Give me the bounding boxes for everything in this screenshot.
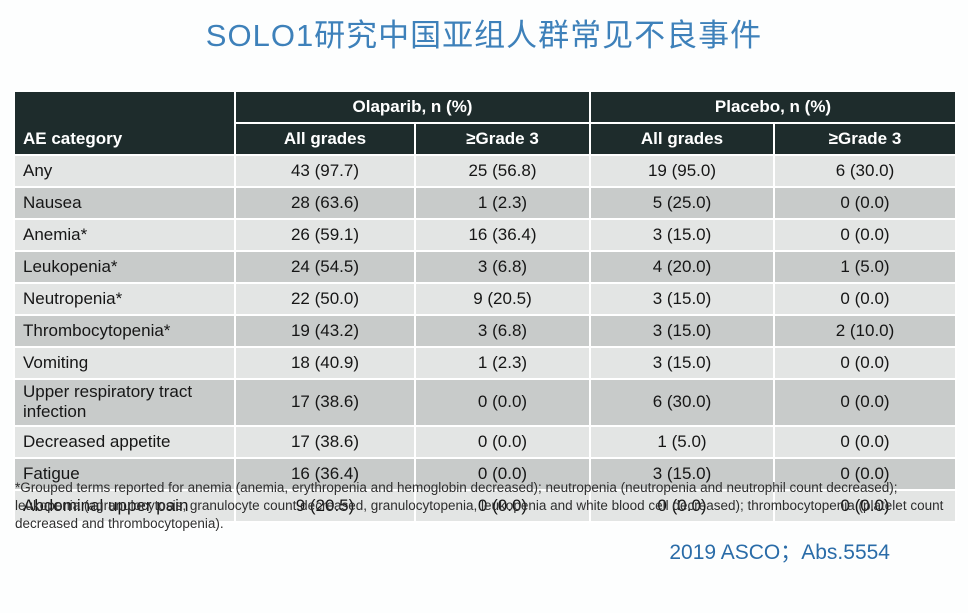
cell-value: 6 (30.0) xyxy=(589,378,775,427)
table-row: Leukopenia* 24 (54.5) 3 (6.8) 4 (20.0) 1… xyxy=(13,250,957,284)
cell-value: 2 (10.0) xyxy=(773,314,957,348)
table-row: Decreased appetite 17 (38.6) 0 (0.0) 1 (… xyxy=(13,424,957,459)
cell-value: 0 (0.0) xyxy=(773,378,957,427)
table-row: Abdominal upper pain 9 (20.5) 0 (0.0) 0 … xyxy=(13,488,957,523)
source-citation: 2019 ASCO；Abs.5554 xyxy=(669,541,890,564)
cell-value: 19 (43.2) xyxy=(234,314,416,348)
cell-value: 19 (95.0) xyxy=(589,154,775,188)
table-row: Fatigue 16 (36.4) 0 (0.0) 3 (15.0) 0 (0.… xyxy=(13,456,957,491)
cell-value: 0 (0.0) xyxy=(773,456,957,491)
cell-value: 6 (30.0) xyxy=(773,154,957,188)
cell-value: 0 (0.0) xyxy=(773,282,957,316)
cell-value: 1 (2.3) xyxy=(414,346,591,380)
cell-value: 1 (5.0) xyxy=(589,424,775,459)
cell-value: 9 (20.5) xyxy=(234,488,416,523)
footnote: *Grouped terms reported for anemia (anem… xyxy=(15,480,944,531)
cell-value: 3 (6.8) xyxy=(414,250,591,284)
table-row: Upper respiratory tract infection 17 (38… xyxy=(13,378,957,427)
cell-value: 17 (38.6) xyxy=(234,424,416,459)
row-category: Upper respiratory tract infection xyxy=(13,378,236,427)
header-group-placebo: Placebo, n (%) xyxy=(589,90,957,124)
row-category: Any xyxy=(13,154,236,188)
cell-value: 24 (54.5) xyxy=(234,250,416,284)
cell-value: 16 (36.4) xyxy=(414,218,591,252)
cell-value: 28 (63.6) xyxy=(234,186,416,220)
cell-value: 26 (59.1) xyxy=(234,218,416,252)
cell-value: 0 (0.0) xyxy=(773,218,957,252)
row-category: Anemia* xyxy=(13,218,236,252)
cell-value: 0 (0.0) xyxy=(589,488,775,523)
cell-value: 3 (15.0) xyxy=(589,456,775,491)
table-row: Anemia* 26 (59.1) 16 (36.4) 3 (15.0) 0 (… xyxy=(13,218,957,252)
cell-value: 3 (15.0) xyxy=(589,218,775,252)
cell-value: 0 (0.0) xyxy=(414,456,591,491)
row-category: Abdominal upper pain xyxy=(13,488,236,523)
cell-value: 43 (97.7) xyxy=(234,154,416,188)
cell-value: 16 (36.4) xyxy=(234,456,416,491)
table-header: AE category Olaparib, n (%) Placebo, n (… xyxy=(13,90,957,156)
row-category: Nausea xyxy=(13,186,236,220)
header-olaparib-grade3: ≥Grade 3 xyxy=(414,122,591,156)
cell-value: 4 (20.0) xyxy=(589,250,775,284)
row-category: Fatigue xyxy=(13,456,236,491)
adverse-events-table: AE category Olaparib, n (%) Placebo, n (… xyxy=(13,90,957,523)
header-placebo-grade3: ≥Grade 3 xyxy=(773,122,957,156)
table-row: Neutropenia* 22 (50.0) 9 (20.5) 3 (15.0)… xyxy=(13,282,957,316)
cell-value: 17 (38.6) xyxy=(234,378,416,427)
cell-value: 0 (0.0) xyxy=(414,488,591,523)
table-row: Vomiting 18 (40.9) 1 (2.3) 3 (15.0) 0 (0… xyxy=(13,346,957,380)
row-category: Neutropenia* xyxy=(13,282,236,316)
row-category: Decreased appetite xyxy=(13,424,236,459)
header-group-olaparib: Olaparib, n (%) xyxy=(234,90,591,124)
table-body: Any 43 (97.7) 25 (56.8) 19 (95.0) 6 (30.… xyxy=(13,154,957,523)
cell-value: 3 (15.0) xyxy=(589,282,775,316)
cell-value: 0 (0.0) xyxy=(773,186,957,220)
cell-value: 0 (0.0) xyxy=(773,424,957,459)
row-category: Leukopenia* xyxy=(13,250,236,284)
cell-value: 18 (40.9) xyxy=(234,346,416,380)
cell-value: 0 (0.0) xyxy=(773,346,957,380)
cell-value: 0 (0.0) xyxy=(414,378,591,427)
cell-value: 0 (0.0) xyxy=(773,488,957,523)
row-category: Vomiting xyxy=(13,346,236,380)
cell-value: 9 (20.5) xyxy=(414,282,591,316)
cell-value: 3 (15.0) xyxy=(589,314,775,348)
cell-value: 0 (0.0) xyxy=(414,424,591,459)
row-category: Thrombocytopenia* xyxy=(13,314,236,348)
header-olaparib-all-grades: All grades xyxy=(234,122,416,156)
table-row: Nausea 28 (63.6) 1 (2.3) 5 (25.0) 0 (0.0… xyxy=(13,186,957,220)
cell-value: 5 (25.0) xyxy=(589,186,775,220)
cell-value: 1 (5.0) xyxy=(773,250,957,284)
header-ae-category: AE category xyxy=(13,90,236,156)
cell-value: 25 (56.8) xyxy=(414,154,591,188)
cell-value: 1 (2.3) xyxy=(414,186,591,220)
cell-value: 3 (6.8) xyxy=(414,314,591,348)
slide-title: SOLO1研究中国亚组人群常见不良事件 xyxy=(205,18,763,53)
cell-value: 3 (15.0) xyxy=(589,346,775,380)
cell-value: 22 (50.0) xyxy=(234,282,416,316)
table-row: Thrombocytopenia* 19 (43.2) 3 (6.8) 3 (1… xyxy=(13,314,957,348)
header-placebo-all-grades: All grades xyxy=(589,122,775,156)
table-row: Any 43 (97.7) 25 (56.8) 19 (95.0) 6 (30.… xyxy=(13,154,957,188)
